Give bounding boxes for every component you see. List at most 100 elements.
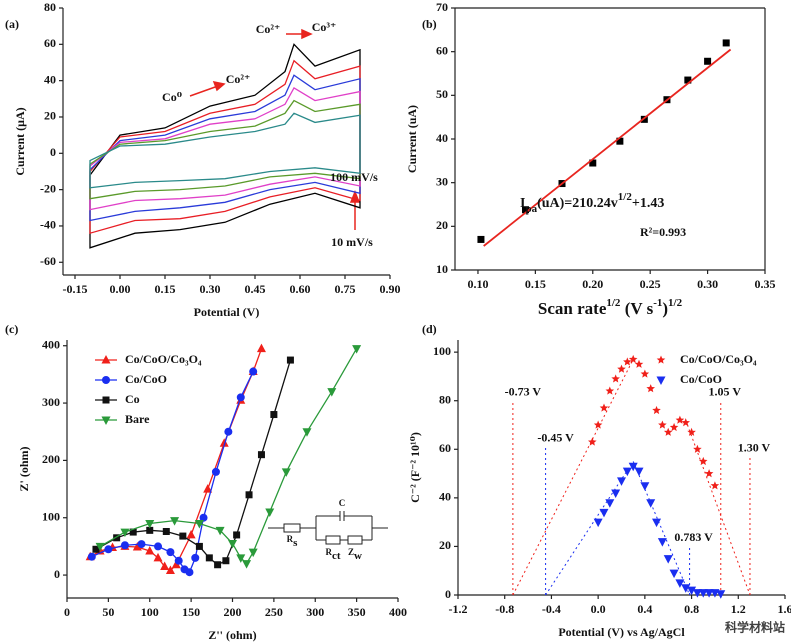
marker: [179, 532, 187, 540]
rich-text: Rs: [287, 534, 299, 548]
x-tick-label: 1.6: [778, 602, 791, 616]
marker: [205, 554, 213, 562]
series-line: [89, 112, 361, 189]
annotation: Co²⁺: [226, 72, 251, 86]
x-tick-label: -0.15: [63, 282, 88, 296]
marker: [477, 235, 485, 243]
y-tick-label: 0: [445, 587, 451, 601]
marker: [249, 367, 258, 376]
text-part: R: [287, 534, 294, 544]
warburg: [347, 535, 363, 545]
marker: [634, 359, 644, 368]
marker: [698, 589, 708, 598]
rich-text: Scan rate1/2 (V s-1)1/2: [538, 297, 683, 318]
y-tick-label: 100: [42, 509, 60, 523]
watermark: 科学材料站: [725, 620, 785, 635]
marker: [617, 364, 626, 373]
marker: [669, 422, 679, 432]
marker: [640, 115, 648, 123]
x-tick-label: 0.30: [697, 277, 718, 291]
marker: [699, 456, 708, 466]
marker: [628, 462, 638, 472]
y-axis-title: Z' (ohm): [17, 446, 31, 491]
marker: [153, 552, 163, 562]
marker: [302, 428, 312, 437]
arrow: [189, 85, 219, 97]
x-tick-label: 150: [182, 605, 200, 619]
marker: [634, 467, 644, 477]
marker: [92, 545, 100, 553]
y-tick-label: 60: [439, 441, 451, 455]
marker: [166, 548, 175, 557]
y-tick-label: 200: [42, 452, 60, 466]
marker: [692, 589, 702, 598]
marker: [165, 565, 175, 574]
x-axis-title: Potential (V) vs Ag/AgCl: [558, 625, 685, 639]
x-axis-title: Potential (V): [194, 305, 260, 319]
y-tick-label: 70: [436, 0, 448, 14]
marker: [716, 590, 726, 599]
legend-label: Co/CoO: [680, 372, 722, 386]
marker: [710, 481, 720, 490]
y-tick-label: 400: [42, 337, 60, 351]
legend-marker: [102, 376, 110, 384]
marker-label: 1.30 V: [738, 440, 771, 454]
marker: [256, 343, 266, 353]
marker: [521, 206, 529, 214]
text-part: I: [520, 196, 525, 211]
marker: [162, 527, 170, 535]
text-part: ct: [332, 550, 341, 562]
marker: [657, 538, 667, 547]
marker: [593, 518, 603, 528]
marker: [146, 526, 154, 534]
text-part: w: [354, 550, 362, 562]
legend-label: Co/CoO: [125, 372, 167, 386]
x-tick-label: 0.8: [684, 602, 699, 616]
marker: [186, 529, 196, 539]
marker-label: -0.45 V: [537, 431, 574, 445]
marker: [623, 357, 632, 366]
y-tick-label: 20: [436, 218, 448, 232]
marker: [593, 420, 603, 429]
x-tick-label: 400: [389, 605, 407, 619]
circuit: [268, 511, 388, 545]
marker: [681, 418, 690, 427]
marker: [222, 557, 230, 565]
legend-marker: [101, 355, 111, 364]
series-line: [89, 99, 361, 200]
marker: [352, 345, 362, 354]
annotation-arrows: [189, 28, 361, 230]
y-tick-label: 0: [54, 567, 60, 581]
y-tick-label: -40: [40, 218, 56, 232]
x-tick-label: 0.30: [200, 282, 221, 296]
guide-line: [512, 359, 634, 596]
marker: [704, 57, 712, 65]
marker: [588, 437, 597, 446]
legend-marker: [656, 376, 666, 385]
x-tick-label: 0.4: [637, 602, 652, 616]
x-tick-label: 0.15: [525, 277, 546, 291]
marker: [687, 427, 696, 436]
marker: [211, 467, 220, 476]
text-part: Scan rate: [538, 299, 607, 318]
marker: [195, 542, 203, 550]
marker: [145, 519, 155, 529]
rich-text: Zw: [348, 547, 362, 561]
marker: [684, 76, 692, 84]
rich-text: Rct: [325, 547, 340, 561]
text-part: 1/2: [606, 297, 621, 309]
legend-label: Bare: [125, 412, 150, 426]
text-part: (V s: [620, 299, 653, 318]
marker: [129, 528, 137, 536]
marker: [687, 586, 697, 596]
y-tick-label: 40: [436, 131, 448, 145]
legend-label: Co: [125, 392, 140, 406]
x-tick-label: 0.75: [335, 282, 356, 296]
text-part: (uA)=210.24v: [537, 196, 618, 211]
y-tick-label: 300: [42, 395, 60, 409]
marker: [160, 561, 170, 570]
x-tick-label: 100: [141, 605, 159, 619]
series-line: [89, 86, 361, 211]
x-tick-label: 250: [265, 605, 283, 619]
y-tick-label: 30: [436, 174, 448, 188]
